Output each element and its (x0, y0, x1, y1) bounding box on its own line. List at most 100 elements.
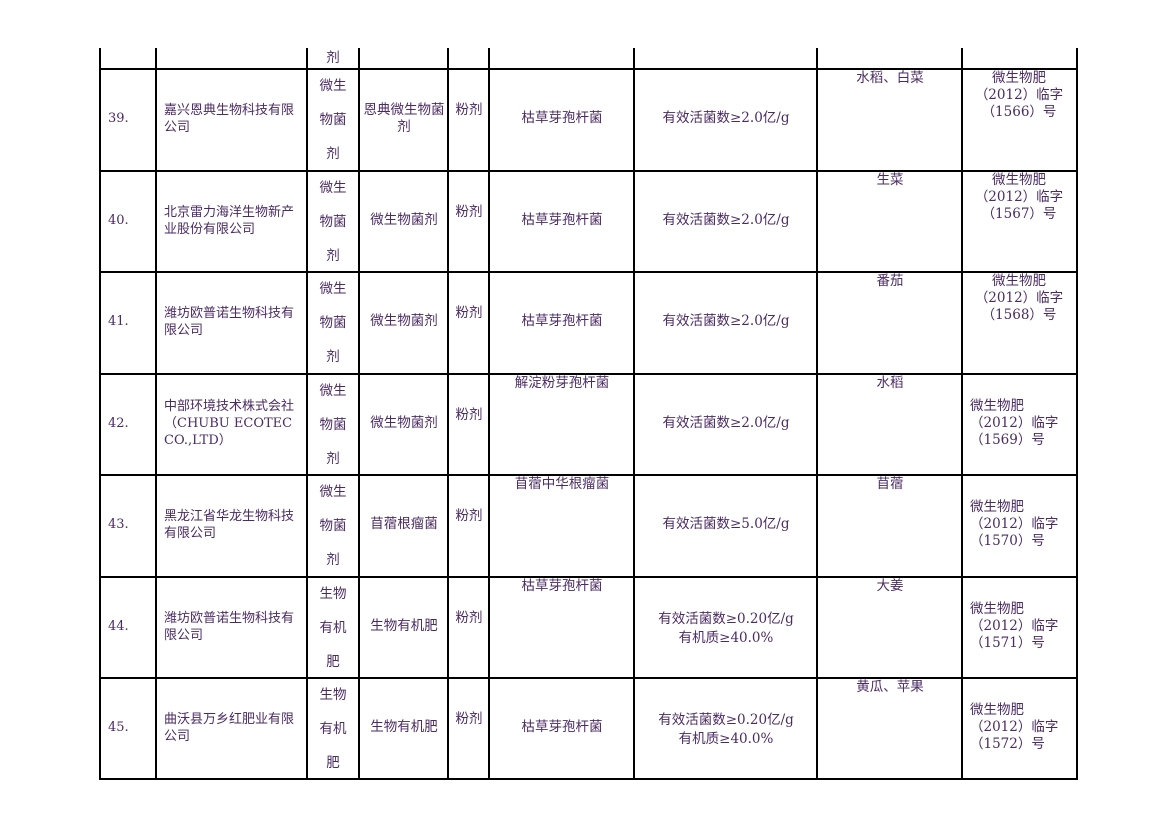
applicable-crop: 苜蓿 (876, 476, 904, 492)
registration-number: （2012）临字 (970, 618, 1059, 634)
fertilizer-type-part: 剂 (326, 349, 340, 365)
fertilizer-type-part: 有机 (319, 620, 347, 636)
registration-number: 微生物肥 (970, 499, 1024, 515)
effective-content: 有效活菌数≥2.0亿/g (662, 415, 790, 431)
product-form: 粉剂 (455, 407, 483, 423)
registration-number: （2012）临字 (974, 189, 1064, 205)
table-column-border (358, 48, 360, 779)
table-column-border (306, 48, 308, 779)
table-column-border (961, 48, 963, 779)
fertilizer-type-part: 微生 (319, 78, 347, 94)
registration-number: （2012）临字 (974, 87, 1064, 103)
registration-number: 微生物肥 (992, 70, 1046, 86)
bacterial-strain: 枯草芽孢杆菌 (521, 578, 603, 594)
table-column-border (155, 48, 157, 779)
fertilizer-type-part: 肥 (326, 755, 340, 771)
registration-number: 微生物肥 (970, 601, 1024, 617)
table-row-border (99, 576, 1078, 578)
registration-number: （1567）号 (981, 206, 1057, 222)
registration-number: （1570）号 (970, 533, 1045, 549)
effective-content: 有效活菌数≥5.0亿/g (662, 516, 790, 532)
registration-number: （1568）号 (981, 307, 1057, 323)
applicable-crop: 黄瓜、苹果 (856, 679, 924, 695)
row-number: 45. (108, 720, 129, 735)
company-name: 潍坊欧普诺生物科技有限公司 (164, 306, 295, 338)
company-name: 嘉兴恩典生物科技有限公司 (164, 103, 295, 135)
bacterial-strain: 解淀粉芽孢杆菌 (514, 375, 610, 391)
company-name: 潍坊欧普诺生物科技有限公司 (164, 611, 295, 643)
fertilizer-type-part: 有机 (319, 721, 347, 737)
bacterial-strain: 枯草芽孢杆菌 (521, 110, 603, 126)
product-name: 微生物菌剂 (370, 313, 438, 329)
fertilizer-type-part: 肥 (326, 654, 340, 670)
product-form: 粉剂 (455, 508, 483, 524)
table-column-border (488, 48, 490, 779)
applicable-crop: 生菜 (876, 172, 904, 188)
table-column-border (99, 48, 101, 779)
fertilizer-type-part: 生物 (319, 586, 347, 602)
effective-content: 有效活菌数≥0.20亿/g (658, 712, 794, 728)
table-row-border (99, 68, 1078, 70)
fertilizer-type-part: 剂 (326, 552, 340, 568)
fertilizer-type-part: 物菌 (319, 214, 347, 230)
row-number: 39. (108, 111, 129, 126)
registration-number: （1566）号 (981, 104, 1057, 120)
table-row-border (99, 677, 1078, 679)
fertilizer-type-part: 物菌 (319, 518, 347, 534)
registration-number: （1572）号 (970, 736, 1045, 752)
registration-number: （2012）临字 (970, 719, 1059, 735)
fertilizer-type-part: 微生 (319, 484, 347, 500)
row-number: 40. (108, 213, 129, 228)
product-form: 粉剂 (455, 711, 483, 727)
fertilizer-type-part: 物菌 (319, 417, 347, 433)
table-row-border (99, 474, 1078, 476)
applicable-crop: 大姜 (876, 578, 904, 594)
applicable-crop: 水稻、白菜 (856, 70, 924, 86)
row-number: 41. (108, 314, 129, 329)
registration-number: （2012）临字 (970, 415, 1059, 431)
effective-content: 有机质≥40.0% (678, 731, 774, 747)
product-form: 粉剂 (455, 102, 483, 118)
type-fragment: 剂 (326, 50, 340, 66)
bacterial-strain: 苜蓿中华根瘤菌 (514, 476, 610, 492)
fertilizer-type-part: 微生 (319, 180, 347, 196)
applicable-crop: 水稻 (876, 375, 904, 391)
product-form: 粉剂 (455, 305, 483, 321)
table-row-border (99, 373, 1078, 375)
row-number: 43. (108, 517, 129, 532)
fertilizer-type-part: 微生 (319, 383, 347, 399)
table-row-border (99, 778, 1078, 780)
effective-content: 有效活菌数≥0.20亿/g (658, 611, 794, 627)
fertilizer-type-part: 剂 (326, 451, 340, 467)
table-column-border (816, 48, 818, 779)
registration-number: （2012）临字 (974, 290, 1064, 306)
table-column-border (633, 48, 635, 779)
registration-number: 微生物肥 (970, 398, 1024, 414)
registration-number: （2012）临字 (970, 516, 1059, 532)
company-name: 黑龙江省华龙生物科技有限公司 (164, 509, 295, 541)
registration-number: 微生物肥 (970, 702, 1024, 718)
bacterial-strain: 枯草芽孢杆菌 (521, 719, 603, 735)
registration-number: （1571）号 (970, 635, 1045, 651)
applicable-crop: 番茄 (876, 273, 904, 289)
product-name: 微生物菌剂 (370, 415, 438, 431)
registration-number: 微生物肥 (992, 172, 1046, 188)
fertilizer-type-part: 物菌 (319, 112, 347, 128)
fertilizer-type-part: 生物 (319, 687, 347, 703)
product-form: 粉剂 (455, 204, 483, 220)
row-number: 44. (108, 619, 129, 634)
bacterial-strain: 枯草芽孢杆菌 (521, 313, 603, 329)
registration-number: 微生物肥 (992, 273, 1046, 289)
effective-content: 有效活菌数≥2.0亿/g (662, 110, 790, 126)
company-name: 中部环境技术株式会社（CHUBU ECOTEC CO.,LTD） (164, 399, 295, 448)
company-name: 北京雷力海洋生物新产业股份有限公司 (164, 205, 295, 237)
product-form: 粉剂 (455, 610, 483, 626)
fertilizer-type-part: 剂 (326, 146, 340, 162)
table-row-border (99, 170, 1078, 172)
company-name: 曲沃县万乡红肥业有限公司 (164, 712, 295, 744)
product-name: 苜蓿根瘤菌 (370, 516, 438, 532)
row-number: 42. (108, 416, 129, 431)
effective-content: 有机质≥40.0% (678, 630, 774, 646)
product-name: 恩典微生物菌剂 (363, 102, 445, 135)
